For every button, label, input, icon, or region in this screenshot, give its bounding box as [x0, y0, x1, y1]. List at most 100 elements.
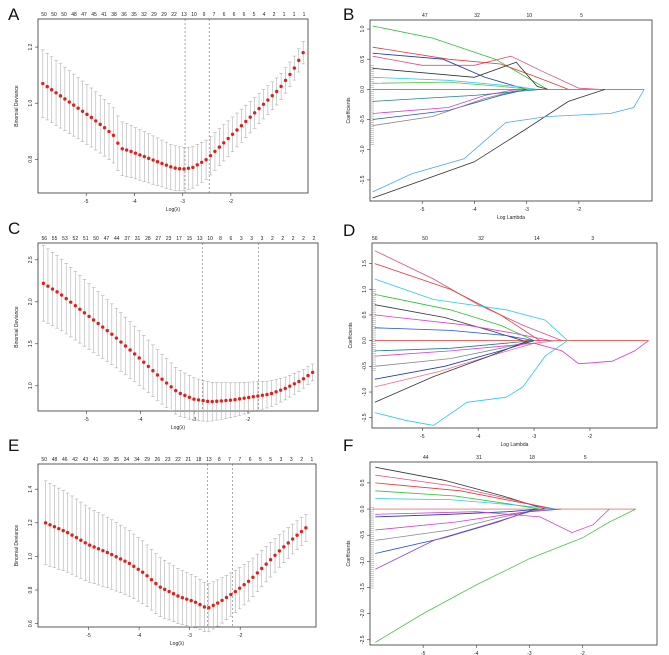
panel-e-y-axis-label: Binomial Deviance: [14, 525, 20, 567]
panel-c-deviance-point: [137, 356, 141, 360]
panel-c-top-count-label: 28: [145, 236, 151, 242]
panel-f-top-count-label: 5: [584, 455, 587, 461]
panel-c-deviance-point: [59, 293, 64, 297]
panel-a-top-count-label: 29: [161, 12, 167, 18]
panel-a-deviance-point: [120, 147, 124, 151]
panel-c-deviance-point: [41, 281, 46, 286]
panel-a-top-count-label: 5: [253, 12, 256, 18]
panel-c-deviance-point: [151, 369, 155, 373]
panel-f-coef-path-navy: [375, 508, 541, 518]
panel-a-top-count-label: 6: [243, 12, 246, 18]
panel-a-top-count-label: 13: [181, 12, 187, 18]
panel-f-frame: [369, 461, 658, 646]
panel-f-coef-path-gray: [375, 508, 541, 541]
panel-e-deviance-point: [123, 559, 127, 563]
panel-c-chart: -5 -4 -3 -2 1.0 1.5 2.0 2.5 Log(λ) Binomial Devia…: [14, 236, 319, 431]
panel-e-deviance-point: [180, 595, 185, 600]
panel-label-c: C: [8, 219, 20, 238]
panel-e-top-count-label: 41: [93, 457, 99, 463]
panel-e-top-count-label: 34: [134, 457, 140, 463]
panel-e-deviance-point: [57, 526, 61, 531]
panel-c-top-count-label: 2: [281, 236, 284, 242]
panel-a-deviance-point: [173, 166, 177, 170]
panel-c-deviance-point: [142, 360, 146, 364]
panel-d-top-count-label: 50: [422, 236, 428, 242]
panel-e-top-count-label: 39: [103, 457, 109, 463]
panel-e-top-count-label: 8: [218, 457, 221, 463]
panel-c-deviance-point: [205, 399, 210, 404]
panel-e-deviance-point: [83, 541, 87, 545]
panel-c-deviance-point: [96, 321, 100, 326]
panel-a-top-count-label: 47: [81, 12, 87, 18]
panel-b-coef-path-teal: [372, 89, 543, 102]
panel-c-deviance-point: [292, 382, 297, 386]
panel-f-top-count-label: 44: [423, 455, 429, 461]
panel-e-deviance-point: [264, 562, 268, 566]
panel-c-top-count-label: 52: [73, 236, 79, 242]
panel-a-top-count-label: 4: [263, 12, 266, 18]
panel-c-deviance-point: [101, 325, 105, 329]
panel-a-deviance-point: [124, 148, 129, 152]
panel-e-deviance-point: [282, 545, 286, 549]
panel-e-xtick-label: -3: [187, 633, 192, 639]
panel-a-deviance-point: [257, 106, 261, 111]
panel-c-deviance-point: [256, 394, 260, 398]
panel-b-xtick-label: -3: [524, 207, 529, 213]
panel-c-deviance-point: [169, 385, 173, 389]
panel-b-coef-path-black-long: [372, 89, 606, 199]
panel-a-deviance-point: [72, 103, 76, 107]
panel-c-top-count-label: 3: [261, 236, 264, 242]
panel-f-ytick-label: -2.0: [360, 609, 366, 618]
panel-c-top-count-label: 6: [229, 236, 232, 242]
panel-a-ytick-label: 1.2: [28, 43, 34, 50]
panel-c-top-count-label: 10: [207, 236, 213, 242]
panel-a-top-count-label: 45: [91, 12, 97, 18]
panel-c-deviance-point: [174, 388, 178, 393]
panel-d-ytick-label: 0.5: [362, 311, 368, 318]
panel-c-deviance-point: [128, 348, 132, 352]
panel-a-top-count-label: 32: [141, 12, 147, 18]
panel-c-deviance-point: [73, 304, 78, 308]
panel-e-deviance-point: [277, 549, 282, 553]
panel-e-deviance-point: [273, 553, 277, 557]
panel-f-coef-path-magenta-dip: [375, 508, 610, 534]
panel-c-deviance-point: [164, 381, 169, 385]
panel-e-top-count-label: 23: [165, 457, 171, 463]
panel-c-top-count-label: 3: [240, 236, 243, 242]
panel-a-chart: -5 -4 -3 -2 0.8 1.0 1.2 Log(λ) Binomial Deviance…: [14, 12, 309, 213]
panel-label-f: F: [343, 436, 353, 455]
panel-e-xtick-label: -4: [137, 633, 142, 639]
panel-e-deviance-point: [52, 525, 57, 529]
panel-e-top-count-label: 2: [300, 457, 303, 463]
panel-c-xtick-label: -4: [138, 417, 143, 423]
panel-a-deviance-point: [191, 165, 195, 170]
panel-a-deviance-point: [49, 88, 54, 92]
panel-a-deviance-point: [142, 154, 147, 159]
panel-c-deviance-point: [187, 395, 192, 399]
panel-d-coef-path-magenta: [374, 314, 551, 341]
panel-e-deviance-point: [189, 598, 193, 603]
panel-a-deviance-point: [235, 128, 239, 132]
panel-c-deviance-point: [274, 390, 278, 394]
panel-a-top-count-label: 2: [273, 12, 276, 18]
panel-a-deviance-point: [275, 89, 279, 94]
panel-b-coef-path-magenta: [372, 89, 517, 114]
panel-e-deviance-point: [304, 526, 308, 530]
panel-b-chart: -5 -4 -3 -2 -1.5 -1.0 -0.5 0.0 0.5 1.0 Log Lambda C…: [346, 13, 653, 221]
panel-d-x-axis-label: Log Lambda: [501, 442, 529, 448]
panel-b-ytick-label: -1.5: [360, 175, 366, 184]
panel-e-top-count-label: 3: [280, 457, 283, 463]
panel-a-top-count-label: 1: [293, 12, 296, 18]
panel-a-deviance-point: [248, 115, 252, 119]
panel-c-ytick-label: 2.0: [28, 298, 34, 305]
panel-e-deviance-point: [229, 592, 233, 597]
panel-c-deviance-point: [260, 393, 265, 398]
panel-e-deviance-point: [171, 592, 176, 596]
panel-a-deviance-point: [116, 141, 120, 145]
panel-d-ytick-label: -1.0: [362, 388, 368, 397]
panel-c-top-count-label: 47: [104, 236, 110, 242]
panel-e-top-count-label: 5: [269, 457, 272, 463]
panel-e-deviance-point: [74, 535, 79, 540]
panel-e-deviance-point: [299, 529, 304, 534]
